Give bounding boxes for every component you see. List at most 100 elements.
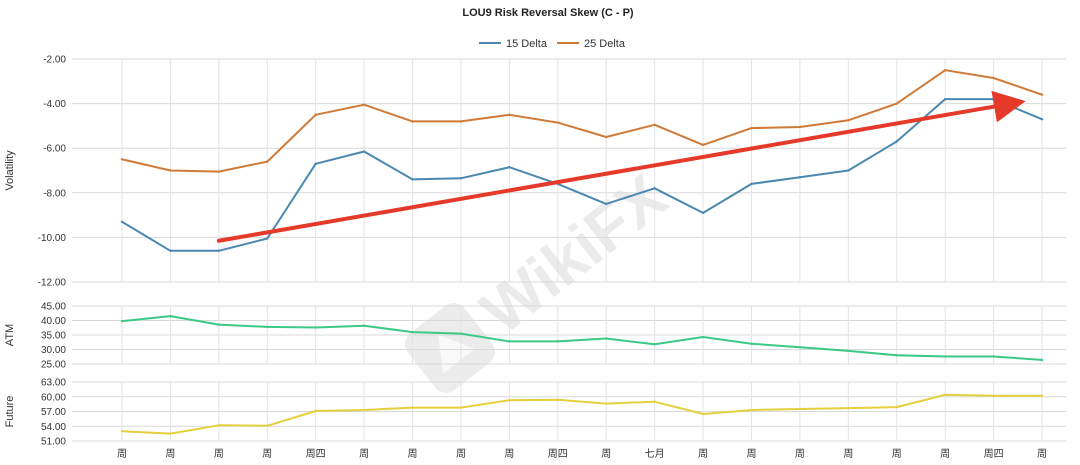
y-tick-label: -10.00 — [38, 233, 67, 244]
data-point — [411, 330, 414, 334]
data-point — [314, 409, 317, 413]
data-point — [411, 406, 414, 409]
data-point — [750, 342, 753, 345]
x-tick-label: 七月 — [645, 448, 665, 460]
data-point — [653, 187, 656, 190]
trend-arrow — [216, 90, 1026, 243]
x-tick-label: 周 — [165, 448, 175, 460]
data-point — [605, 337, 608, 340]
data-point — [750, 126, 753, 130]
data-point — [266, 424, 269, 427]
data-point — [169, 169, 172, 172]
data-point — [943, 97, 947, 101]
data-point — [556, 121, 559, 124]
y-tick-label: 45.00 — [41, 302, 66, 313]
data-point — [701, 412, 705, 416]
x-tick-label: 周 — [940, 448, 950, 460]
data-point — [1040, 394, 1044, 397]
x-tick-label: 周四 — [306, 448, 326, 460]
series-line-15-delta — [121, 98, 1043, 252]
y-tick-label: -2.00 — [43, 55, 66, 66]
x-tick-label: 周 — [456, 448, 466, 460]
atm-panel: 45.00 40.00 35.00 30.00 25.00 ATM — [4, 302, 1066, 371]
data-point — [895, 405, 898, 409]
data-point — [217, 170, 221, 173]
data-point — [992, 394, 995, 397]
data-point — [169, 249, 172, 252]
series-line-p2-0 — [121, 393, 1042, 435]
data-point — [362, 103, 366, 106]
data-point — [992, 97, 995, 101]
data-point — [169, 432, 172, 435]
data-point — [605, 402, 608, 405]
data-point — [847, 169, 850, 172]
data-point — [314, 326, 317, 329]
data-point — [362, 408, 366, 412]
y-tick-label: 25.00 — [41, 360, 66, 371]
data-point — [653, 343, 656, 346]
x-tick-label: 周 — [359, 448, 369, 460]
data-point — [1040, 358, 1044, 362]
data-point — [508, 340, 511, 343]
y-tick-label: -4.00 — [43, 99, 66, 110]
data-point — [943, 393, 947, 396]
data-point — [508, 113, 511, 116]
x-tick-label: 周 — [262, 448, 272, 460]
data-point — [217, 424, 221, 427]
y-tick-label: -8.00 — [43, 188, 66, 199]
data-point — [314, 113, 317, 116]
y-tick-label: 30.00 — [41, 345, 66, 356]
series-line-25-delta — [121, 69, 1043, 173]
data-point — [556, 398, 559, 401]
x-tick-label: 周 — [746, 448, 756, 460]
legend-label-15-delta: 15 Delta — [506, 38, 548, 50]
data-point — [362, 324, 366, 327]
data-point — [943, 68, 947, 72]
x-tick-label: 周 — [843, 448, 853, 460]
x-tick-label: 周 — [408, 448, 418, 460]
data-point — [120, 220, 124, 223]
x-tick-label: 周 — [601, 448, 611, 460]
data-point — [653, 123, 656, 126]
data-point — [895, 354, 898, 357]
data-point — [895, 140, 898, 143]
data-point — [701, 143, 705, 147]
data-point — [411, 120, 414, 123]
data-point — [847, 349, 850, 353]
y-tick-label: 51.00 — [41, 437, 66, 448]
data-point — [508, 398, 511, 402]
data-point — [895, 102, 898, 105]
data-point — [992, 355, 995, 358]
y-tick-label: -12.00 — [38, 278, 67, 289]
data-point — [411, 178, 414, 181]
data-point — [459, 120, 463, 123]
data-point — [1040, 118, 1044, 121]
data-point — [798, 175, 802, 179]
data-point — [992, 76, 995, 80]
data-point — [169, 314, 172, 318]
data-point — [362, 150, 366, 153]
data-point — [798, 345, 802, 349]
data-point — [750, 182, 753, 186]
legend: 15 Delta 25 Delta — [479, 38, 626, 50]
x-axis-labels: 周 周 周 周 周四 周 周 周 周 周四 周 七月 周 周 周 周 周 周 周四 周 — [117, 448, 1047, 460]
watermark-text: WikiFX — [468, 160, 680, 348]
data-point — [217, 323, 221, 326]
data-point — [798, 407, 802, 411]
y-axis-title: Volatility — [4, 150, 16, 191]
x-tick-label: 周四 — [548, 448, 568, 460]
data-point — [314, 162, 317, 166]
x-tick-label: 周 — [1037, 448, 1047, 460]
y-tick-label: 60.00 — [41, 392, 66, 403]
data-point — [459, 406, 463, 409]
data-point — [847, 119, 850, 122]
y-tick-label: 57.00 — [41, 407, 66, 418]
data-point — [508, 165, 511, 169]
future-panel: 63.00 60.00 57.00 54.00 51.00 Future — [4, 378, 1066, 448]
data-point — [750, 408, 753, 412]
data-point — [701, 335, 705, 339]
data-point — [120, 158, 124, 161]
data-point — [798, 125, 802, 129]
volatility-panel: -2.00 -4.00 -6.00 -8.00 -10.00 -12.00 Volatili… — [4, 55, 1066, 289]
